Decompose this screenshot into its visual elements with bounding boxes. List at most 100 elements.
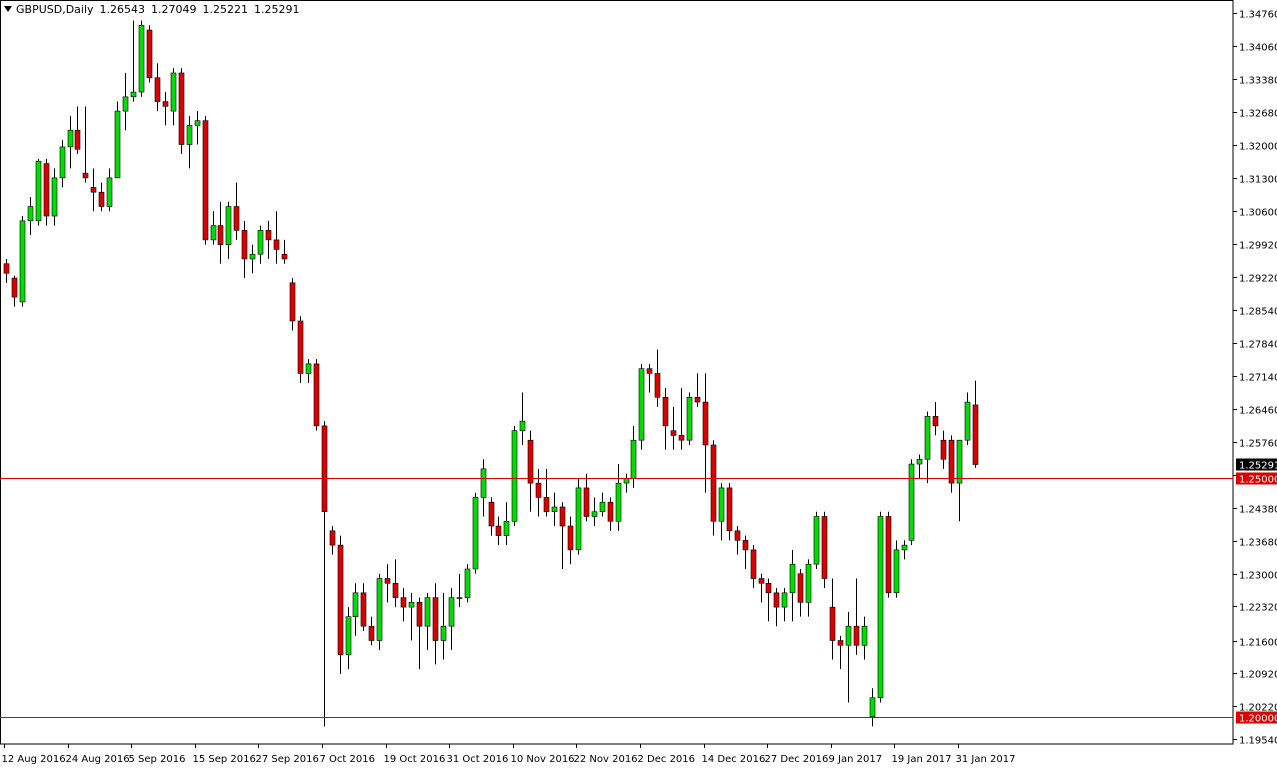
y-tick-label: 1.20920 bbox=[1239, 670, 1277, 681]
candle-body bbox=[758, 578, 765, 584]
candle-body bbox=[781, 592, 788, 608]
candle-body bbox=[241, 230, 248, 260]
candle-body bbox=[630, 439, 637, 479]
candle-body bbox=[345, 616, 352, 656]
candle-body bbox=[742, 540, 749, 551]
candle-body bbox=[249, 253, 256, 260]
candle-body bbox=[170, 72, 177, 112]
y-tick-label: 1.27840 bbox=[1239, 340, 1277, 351]
y-tick-label: 1.24380 bbox=[1239, 505, 1277, 516]
candle-body bbox=[734, 530, 741, 541]
candle-body bbox=[424, 597, 431, 627]
candle-body bbox=[74, 129, 81, 150]
candle-body bbox=[130, 91, 137, 98]
candle-body bbox=[337, 544, 344, 656]
candle-body bbox=[797, 573, 804, 603]
candle-body bbox=[432, 597, 439, 641]
low-value: 1.25221 bbox=[202, 2, 249, 16]
y-tick-label: 1.21600 bbox=[1239, 638, 1277, 649]
candle-body bbox=[877, 516, 884, 699]
y-tick-label: 1.26460 bbox=[1239, 406, 1277, 417]
x-tick-label: 12 Aug 2016 bbox=[2, 754, 66, 765]
candle-body bbox=[853, 625, 860, 646]
plot-frame bbox=[0, 0, 1234, 745]
candle-body bbox=[948, 439, 955, 484]
candle-body bbox=[599, 501, 606, 513]
candle-body bbox=[114, 110, 121, 179]
y-tick-label: 1.20220 bbox=[1239, 703, 1277, 714]
x-tick-label: 31 Jan 2017 bbox=[956, 754, 1016, 765]
candle-body bbox=[368, 625, 375, 641]
candle-body bbox=[27, 206, 34, 222]
high-value: 1.27049 bbox=[151, 2, 197, 16]
candle-body bbox=[472, 497, 479, 570]
candle-body bbox=[861, 625, 868, 646]
candle-body bbox=[567, 525, 574, 551]
candle-body bbox=[408, 602, 415, 608]
candle-body bbox=[225, 206, 232, 245]
candle-body bbox=[559, 506, 566, 527]
candle-body bbox=[885, 516, 892, 594]
candle-body bbox=[202, 120, 209, 241]
candle-body bbox=[392, 582, 399, 598]
level-tag-label: 1.20000 bbox=[1239, 714, 1277, 725]
candle-body bbox=[217, 225, 224, 245]
x-tick-label: 22 Nov 2016 bbox=[574, 754, 638, 765]
candle-body bbox=[194, 120, 201, 126]
x-tick-label: 31 Oct 2016 bbox=[447, 754, 509, 765]
candle-body bbox=[702, 401, 709, 446]
candle-body bbox=[837, 640, 844, 646]
candle-body bbox=[908, 463, 915, 541]
candle-body bbox=[456, 597, 463, 599]
candle-body bbox=[162, 101, 169, 107]
candle-body bbox=[154, 77, 161, 102]
candle-body bbox=[972, 404, 979, 465]
candle-body bbox=[257, 230, 264, 255]
candle-body bbox=[678, 435, 685, 441]
level-tag-bg bbox=[1236, 711, 1277, 724]
current-price-bg bbox=[1236, 458, 1277, 471]
y-tick-label: 1.25760 bbox=[1239, 439, 1277, 450]
candle-body bbox=[638, 368, 645, 441]
y-tick-label: 1.27140 bbox=[1239, 373, 1277, 384]
candle-body bbox=[924, 416, 931, 460]
candle-body bbox=[956, 439, 963, 484]
candle-body bbox=[313, 363, 320, 427]
candle-body bbox=[186, 125, 193, 145]
candle-body bbox=[400, 597, 407, 608]
candle-body bbox=[3, 263, 10, 274]
candle-body bbox=[805, 563, 812, 603]
candle-body bbox=[551, 506, 558, 513]
candle-body bbox=[289, 282, 296, 322]
candle-body bbox=[654, 373, 661, 398]
candle-body bbox=[869, 697, 876, 718]
candle-body bbox=[916, 458, 923, 465]
y-tick-label: 1.23000 bbox=[1239, 571, 1277, 582]
x-tick-label: 27 Sep 2016 bbox=[256, 754, 319, 765]
collapse-triangle-icon[interactable] bbox=[4, 6, 12, 12]
x-tick-label: 5 Sep 2016 bbox=[129, 754, 186, 765]
x-tick-label: 24 Aug 2016 bbox=[66, 754, 130, 765]
y-tick-label: 1.28540 bbox=[1239, 307, 1277, 318]
candle-body bbox=[623, 478, 630, 484]
x-tick-label: 7 Oct 2016 bbox=[320, 754, 375, 765]
y-tick-label: 1.34760 bbox=[1239, 10, 1277, 21]
symbol-label: GBPUSD,Daily bbox=[16, 2, 94, 16]
candle-body bbox=[297, 320, 304, 374]
candle-body bbox=[670, 430, 677, 436]
candle-body bbox=[51, 177, 58, 217]
open-value: 1.26543 bbox=[99, 2, 146, 16]
y-tick-label: 1.29220 bbox=[1239, 274, 1277, 285]
candle-body bbox=[480, 468, 487, 498]
y-tick-label: 1.23680 bbox=[1239, 538, 1277, 549]
candle-body bbox=[821, 516, 828, 579]
candle-body bbox=[19, 220, 26, 303]
candle-body bbox=[765, 582, 772, 594]
candle-body bbox=[376, 578, 383, 641]
candle-body bbox=[233, 206, 240, 231]
y-tick-label: 1.22320 bbox=[1239, 603, 1277, 614]
candle-body bbox=[710, 444, 717, 522]
candle-body bbox=[43, 163, 50, 217]
candle-body bbox=[646, 368, 653, 374]
